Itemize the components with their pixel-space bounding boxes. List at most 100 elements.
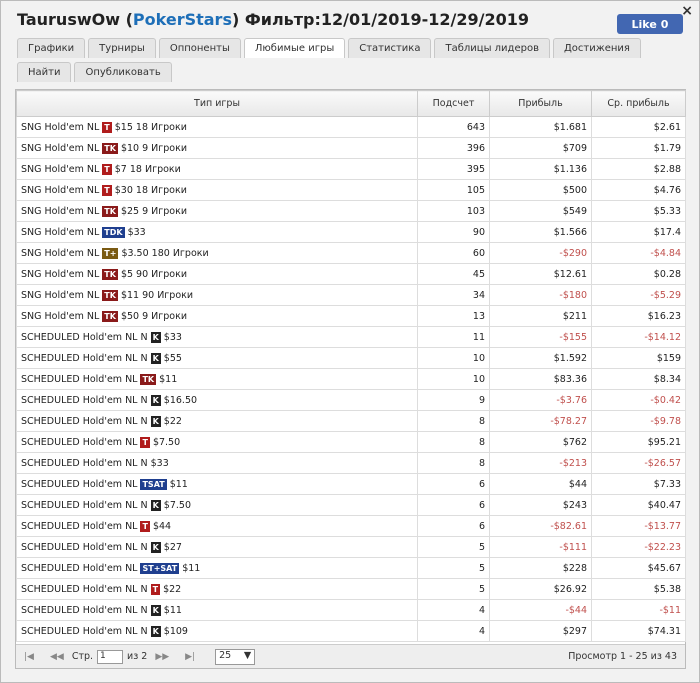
next-page[interactable]: ▶▶ <box>155 651 170 662</box>
row: SCHEDULED Hold'em NL ST+SAT $11 5 $228 $45.67 <box>16 557 686 579</box>
stake: $7.50 <box>152 436 181 448</box>
row: SNG Hold'em NL T+ $3.50 180 Игроки 60 -$290-… <box>16 242 686 264</box>
filter: Фильтр:12/01/2019-12/29/2019 <box>244 10 530 29</box>
tab[interactable]: Найти <box>17 62 72 82</box>
dropdown-arrow: ▼ <box>243 649 252 661</box>
game-cell: SNG Hold'em NL TK $10 9 Игроки <box>16 137 418 159</box>
game-cell: SCHEDULED Hold'em NL N K $55 <box>16 347 418 369</box>
avg-cell: $95.21 <box>591 431 686 453</box>
site[interactable]: PokerStars <box>132 10 232 29</box>
profit-cell: -$44 <box>489 599 592 621</box>
avg-cell: $159 <box>591 347 686 369</box>
page-size[interactable]: 25 ▼ <box>215 648 256 665</box>
game: SCHEDULED Hold'em NL <box>21 478 138 490</box>
page-label: Стр. <box>71 651 94 662</box>
row: SCHEDULED Hold'em NL N K $55 10 $1.592 $159 <box>16 347 686 369</box>
badge: T <box>150 583 161 595</box>
row: SNG Hold'em NL TK $10 9 Игроки 396 $709 $1.79 <box>16 137 686 159</box>
page-input[interactable]: 1 <box>97 649 124 664</box>
row: SCHEDULED Hold'em NL N K $16.50 9 -$3.76 -$0.… <box>16 389 686 411</box>
count-cell: 105 <box>417 179 490 201</box>
like-label: Like <box>631 17 657 31</box>
profit-cell: $26.92 <box>489 578 592 600</box>
profit-cell: $762 <box>489 431 592 453</box>
row: SNG Hold'em NL TK $50 9 Игроки 13 $211 $16.23 <box>16 305 686 327</box>
avg-cell: -$14.12 <box>591 326 686 348</box>
profit-cell: -$82.61 <box>489 515 592 537</box>
game-cell: SCHEDULED Hold'em NL N $33 <box>16 452 418 474</box>
like-button[interactable]: Like 0 <box>617 14 683 34</box>
count-cell: 103 <box>417 200 490 222</box>
count-cell: 396 <box>417 137 490 159</box>
tab[interactable]: Опубликовать <box>74 62 172 82</box>
first-page[interactable]: |◀ <box>24 651 34 662</box>
badge: K <box>150 331 161 343</box>
row: SCHEDULED Hold'em NL TK $11 10 $83.36 $8.34 <box>16 368 686 390</box>
stake: $50 9 Игроки <box>120 310 188 322</box>
badge: K <box>150 604 161 616</box>
last-page[interactable]: ▶| <box>185 651 196 662</box>
game-cell: SCHEDULED Hold'em NL N T $22 <box>16 578 418 600</box>
tab[interactable]: Графики <box>17 38 86 58</box>
count-cell: 8 <box>417 431 490 453</box>
game: SNG Hold'em NL <box>21 205 100 217</box>
game-cell: SNG Hold'em NL TK $5 90 Игроки <box>16 263 418 285</box>
close-button[interactable]: × <box>681 3 693 19</box>
count-cell: 5 <box>417 536 490 558</box>
prev-page[interactable]: ◀◀ <box>49 651 64 662</box>
avg-cell: -$11 <box>591 599 686 621</box>
tab[interactable]: Оппоненты <box>158 38 241 58</box>
table: Тип игры Подсчет Прибыль Ср. прибыль SNG Hol… <box>16 90 686 642</box>
badge: TK <box>102 310 118 322</box>
column-header[interactable]: Прибыль <box>489 90 592 117</box>
stake: $11 <box>169 478 188 490</box>
badge: TK <box>102 142 118 154</box>
row: SNG Hold'em NL TK $11 90 Игроки 34 -$180 -$5.… <box>16 284 686 306</box>
avg-cell: $74.31 <box>591 620 686 642</box>
column-header[interactable]: Тип игры <box>16 90 418 117</box>
avg-cell: -$4.84 <box>591 242 686 264</box>
profit-cell: -$3.76 <box>489 389 592 411</box>
column-header[interactable]: Подсчет <box>417 90 490 117</box>
stake: $33 <box>127 226 146 238</box>
column-header[interactable]: Ср. прибыль <box>591 90 686 117</box>
game: SNG Hold'em NL <box>21 268 100 280</box>
avg-cell: -$26.57 <box>591 452 686 474</box>
count-cell: 34 <box>417 284 490 306</box>
badge: T <box>140 436 150 448</box>
game: SCHEDULED Hold'em NL <box>21 562 138 574</box>
tab[interactable]: Любимые игры <box>243 38 346 58</box>
game: SNG Hold'em NL <box>21 289 100 301</box>
tab[interactable]: Достижения <box>552 38 641 58</box>
count-cell: 6 <box>417 515 490 537</box>
badge: TK <box>140 373 157 385</box>
summary: Просмотр 1 - 25 из 43 <box>568 651 677 662</box>
row: SCHEDULED Hold'em NL N K $27 5 -$111 -$22.23 <box>16 536 686 558</box>
profit-cell: -$290 <box>489 242 592 264</box>
game: SNG Hold'em NL <box>21 121 100 133</box>
game: SNG Hold'em NL <box>21 226 100 238</box>
stake: $15 18 Игроки <box>114 121 187 133</box>
tab[interactable]: Статистика <box>348 38 432 58</box>
game: SCHEDULED Hold'em NL N <box>21 625 148 637</box>
game-cell: SCHEDULED Hold'em NL N K $7.50 <box>16 494 418 516</box>
profit-cell: -$111 <box>489 536 592 558</box>
profit-cell: $297 <box>489 620 592 642</box>
avg-cell: -$0.42 <box>591 389 686 411</box>
row: SCHEDULED Hold'em NL N K $7.50 6 $243 $40.47 <box>16 494 686 516</box>
count-cell: 45 <box>417 263 490 285</box>
row: SCHEDULED Hold'em NL N T $22 5 $26.92 $5.38 <box>16 578 686 600</box>
count-cell: 395 <box>417 158 490 180</box>
game-cell: SCHEDULED Hold'em NL N K $33 <box>16 326 418 348</box>
avg-cell: $4.76 <box>591 179 686 201</box>
game-cell: SCHEDULED Hold'em NL TSAT $11 <box>16 473 418 495</box>
game-cell: SCHEDULED Hold'em NL T $44 <box>16 515 418 537</box>
tab[interactable]: Турниры <box>88 38 156 58</box>
count-cell: 11 <box>417 326 490 348</box>
game: SCHEDULED Hold'em NL N <box>21 604 148 616</box>
avg-cell: -$5.29 <box>591 284 686 306</box>
tab[interactable]: Таблицы лидеров <box>434 38 550 58</box>
row: SNG Hold'em NL TDK $33 90 $1.566 $17.4 <box>16 221 686 243</box>
stake: $22 <box>163 583 182 595</box>
